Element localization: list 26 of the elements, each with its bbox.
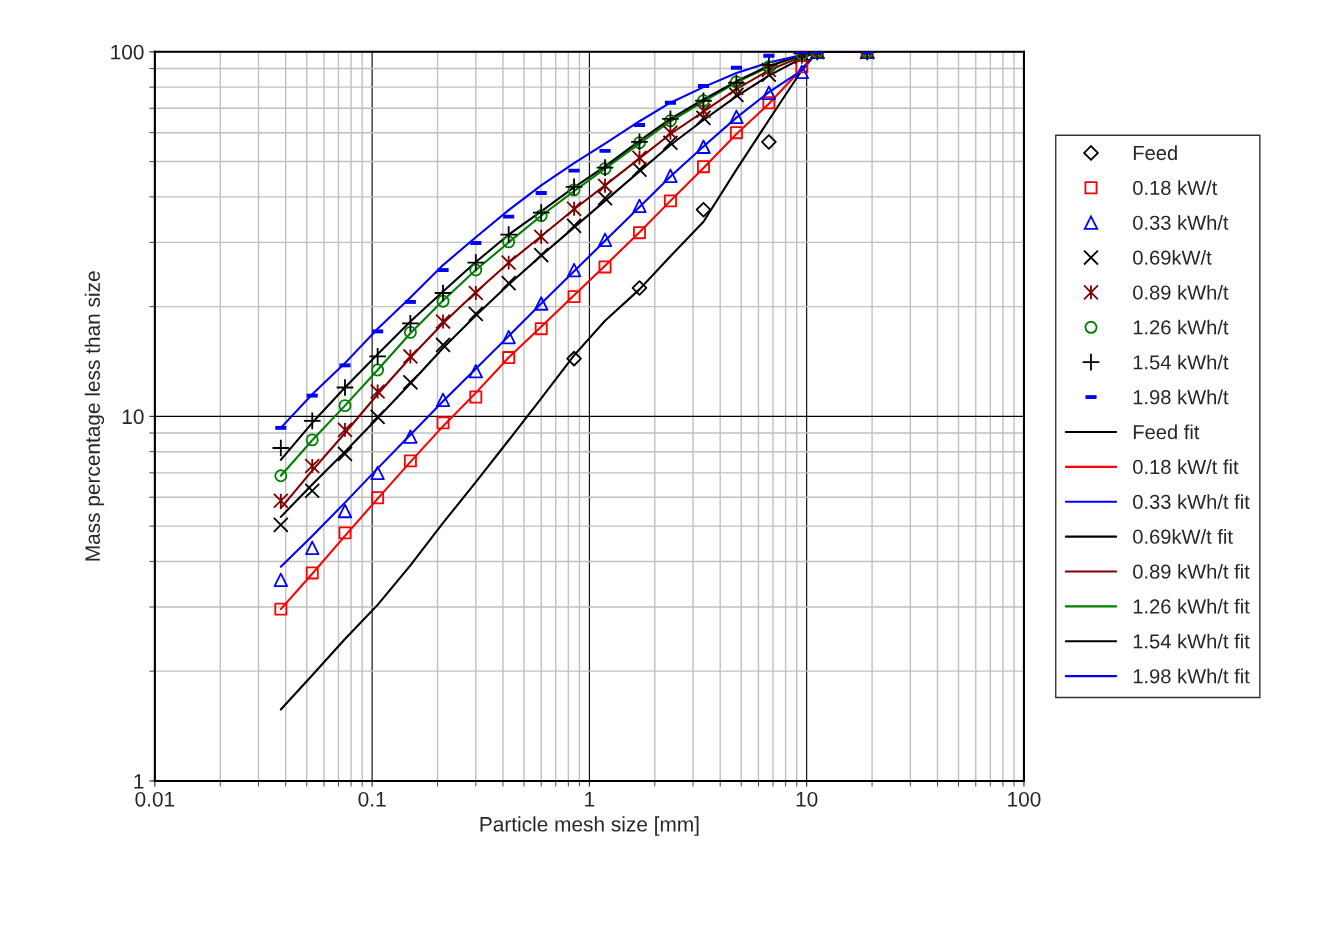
y-tick-label: 10 xyxy=(122,409,144,425)
x-axis-title: Particle mesh size [mm] xyxy=(480,816,699,836)
y-tick-label: 100 xyxy=(111,44,144,60)
x-tick-label: 0.1 xyxy=(358,791,386,807)
legend-label: Feed xyxy=(1133,145,1177,161)
legend-label: 0.89 kWh/t xyxy=(1133,284,1229,300)
legend-label: 1.54 kWh/t xyxy=(1133,354,1229,370)
legend-label: 0.18 kW/t xyxy=(1133,180,1218,196)
legend-label: 0.69kW/t xyxy=(1133,250,1212,265)
x-tick-label: 10 xyxy=(796,791,818,807)
x-tick-label: 0.01 xyxy=(135,791,175,807)
x-tick-label: 1 xyxy=(585,792,595,807)
legend-label: 0.18 kW/t fit xyxy=(1133,459,1239,475)
legend-label: 0.89 kWh/t fit xyxy=(1133,563,1250,579)
legend-label: Feed fit xyxy=(1133,424,1200,440)
x-tick-label: 100 xyxy=(1008,791,1041,807)
legend-label: 1.26 kWh/t xyxy=(1133,319,1229,335)
legend-label: 1.26 kWh/t fit xyxy=(1133,598,1250,614)
y-axis-title: Mass percentage less than size xyxy=(84,271,105,561)
legend-label: 0.33 kWh/t xyxy=(1133,215,1229,230)
legend-label: 1.98 kWh/t xyxy=(1133,389,1229,405)
y-tick-label: 1 xyxy=(134,774,144,789)
legend-label: 0.33 kWh/t fit xyxy=(1133,494,1250,509)
legend-label: 1.98 kWh/t fit xyxy=(1133,668,1250,684)
legend-label: 0.69kW/t fit xyxy=(1133,529,1233,544)
legend-label: 1.54 kWh/t fit xyxy=(1133,633,1250,649)
